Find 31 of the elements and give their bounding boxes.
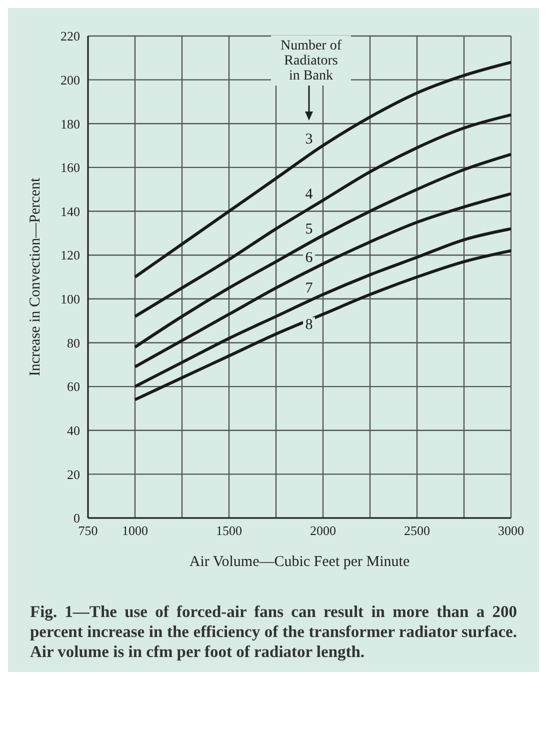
y-tick-label: 160 xyxy=(60,160,80,176)
legend-title: Number of Radiators in Bank xyxy=(280,38,342,84)
y-axis-title: Increase in Convection—Percent xyxy=(27,177,44,376)
series-label: 5 xyxy=(305,221,313,238)
line-series xyxy=(134,152,511,349)
caption: Fig. 1—The use of forced-air fans can result in more than a 200 percent increase in the efficiency of the transformer radiator surface. Air volume is in cfm per foot of radiator length. xyxy=(30,602,517,662)
y-tick-label: 100 xyxy=(60,292,80,307)
y-tick-label: 40 xyxy=(67,422,80,438)
series-label: 4 xyxy=(305,186,314,202)
y-tick-label: 180 xyxy=(60,116,80,132)
series-label: 8 xyxy=(305,317,313,334)
x-tick-label: 750 xyxy=(78,523,98,538)
x-tick-label: 3000 xyxy=(498,523,524,538)
x-tick-label: 2500 xyxy=(404,523,430,538)
y-tick-label: 200 xyxy=(60,72,80,88)
series-label: 7 xyxy=(305,280,314,297)
y-tick-label: 0 xyxy=(74,510,80,526)
x-tick-label: 1000 xyxy=(122,523,148,538)
y-tick-label: 120 xyxy=(60,248,80,263)
y-tick-label: 60 xyxy=(67,379,80,394)
line-series xyxy=(134,249,511,402)
x-axis-title: Air Volume—Cubic Feet per Minute xyxy=(189,554,410,570)
y-tick-label: 140 xyxy=(60,204,80,219)
x-tick-label: 2000 xyxy=(310,523,336,538)
series-label: 6 xyxy=(305,250,314,266)
legend-label: 3 xyxy=(305,132,313,148)
x-tick-label: 1500 xyxy=(216,523,242,538)
y-tick-label: 80 xyxy=(67,335,80,350)
line-series xyxy=(134,113,511,318)
y-tick-label: 20 xyxy=(67,466,80,482)
y-tick-label: 220 xyxy=(60,28,80,44)
